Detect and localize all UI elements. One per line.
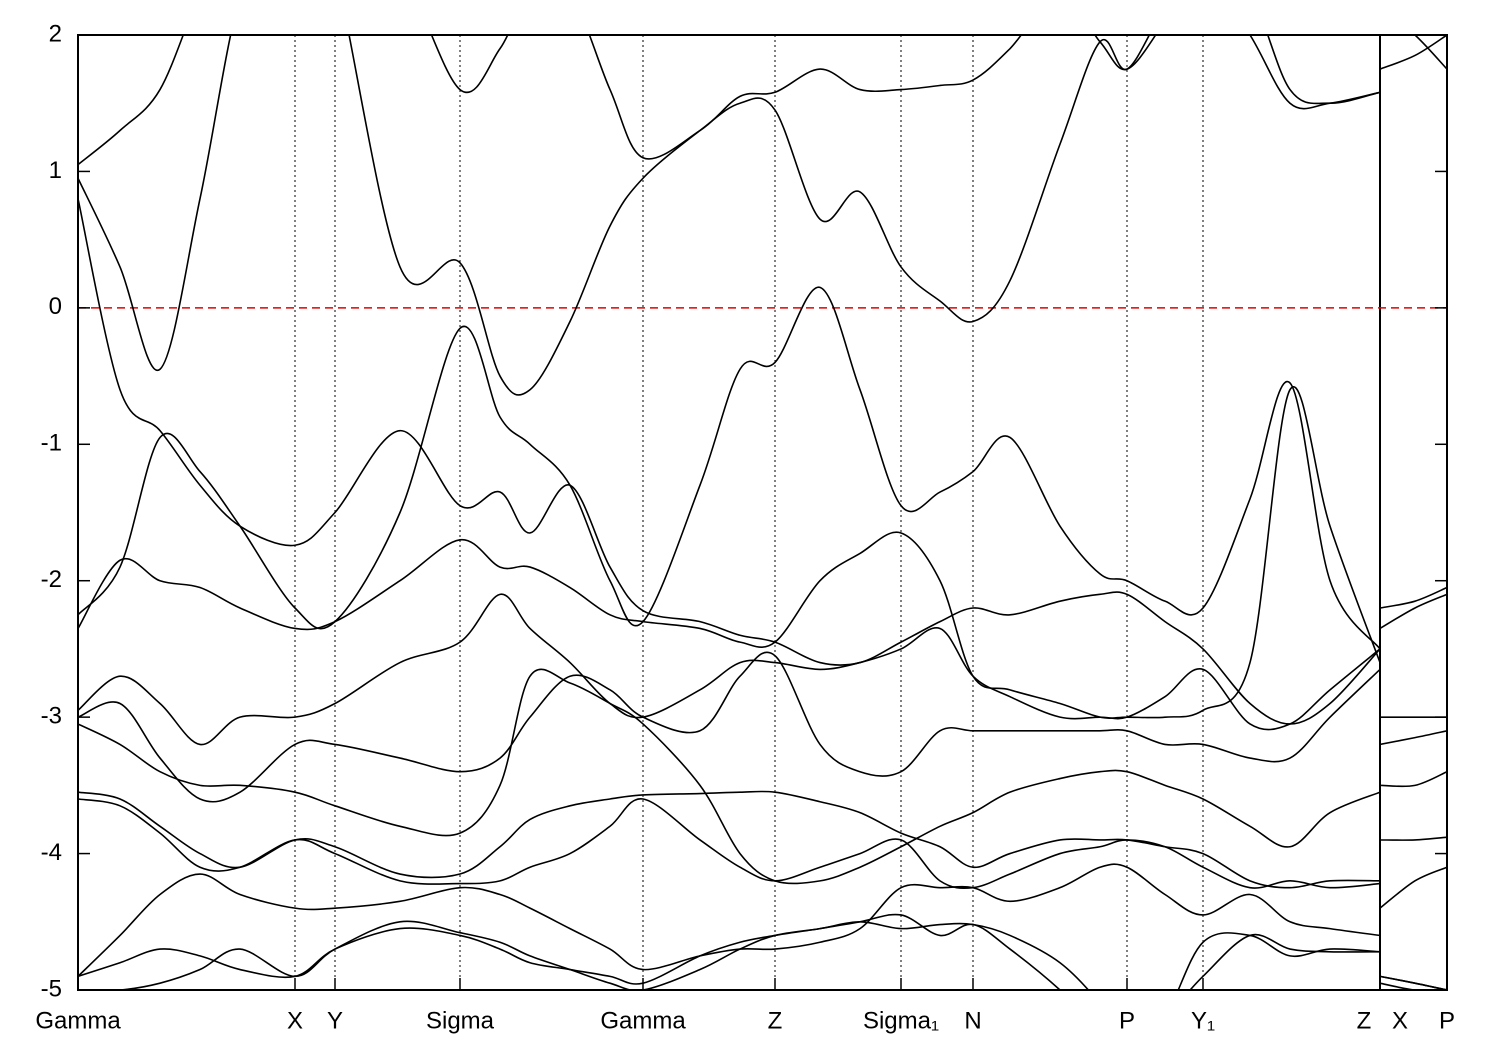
band-line	[78, 798, 1447, 990]
band-line	[78, 386, 1447, 719]
y-tick-label: -3	[41, 702, 62, 729]
x-tick-label: Z	[1357, 1007, 1372, 1034]
x-tick-label: Y₁	[1191, 1007, 1215, 1034]
band-line	[78, 913, 1447, 990]
x-tick-label: Sigma₁	[863, 1007, 939, 1034]
x-tick-label: X	[1392, 1007, 1408, 1034]
x-tick-label: Gamma	[600, 1007, 686, 1034]
band-line	[78, 790, 1447, 910]
y-tick-label: -5	[41, 975, 62, 1002]
y-tick-label: 2	[49, 20, 62, 47]
x-tick-label: P	[1439, 1007, 1455, 1034]
band-line	[78, 286, 1447, 652]
band-line	[78, 198, 1447, 725]
x-tick-label: X	[287, 1007, 303, 1034]
plot-frame	[77, 34, 1448, 991]
grid	[294, 35, 1381, 990]
y-tick-label: -1	[41, 430, 62, 457]
y-tick-label: 1	[49, 157, 62, 184]
band-line	[78, 668, 1447, 885]
x-tick-label: P	[1119, 1007, 1135, 1034]
y-tick-label: -4	[41, 839, 62, 866]
band-line	[78, 35, 1447, 396]
x-tick-label: N	[964, 1007, 981, 1034]
band-line	[78, 593, 1447, 746]
band-line	[78, 863, 1447, 990]
x-tick-label: Sigma	[426, 1007, 495, 1034]
y-tick-label: -2	[41, 566, 62, 593]
bands	[78, 35, 1447, 990]
x-tick-label: Y	[327, 1007, 343, 1034]
x-tick-label: Z	[768, 1007, 783, 1034]
y-tick-label: 0	[49, 293, 62, 320]
x-tick-label: Gamma	[35, 1007, 121, 1034]
band-line	[78, 35, 1447, 166]
band-line	[78, 651, 1447, 803]
